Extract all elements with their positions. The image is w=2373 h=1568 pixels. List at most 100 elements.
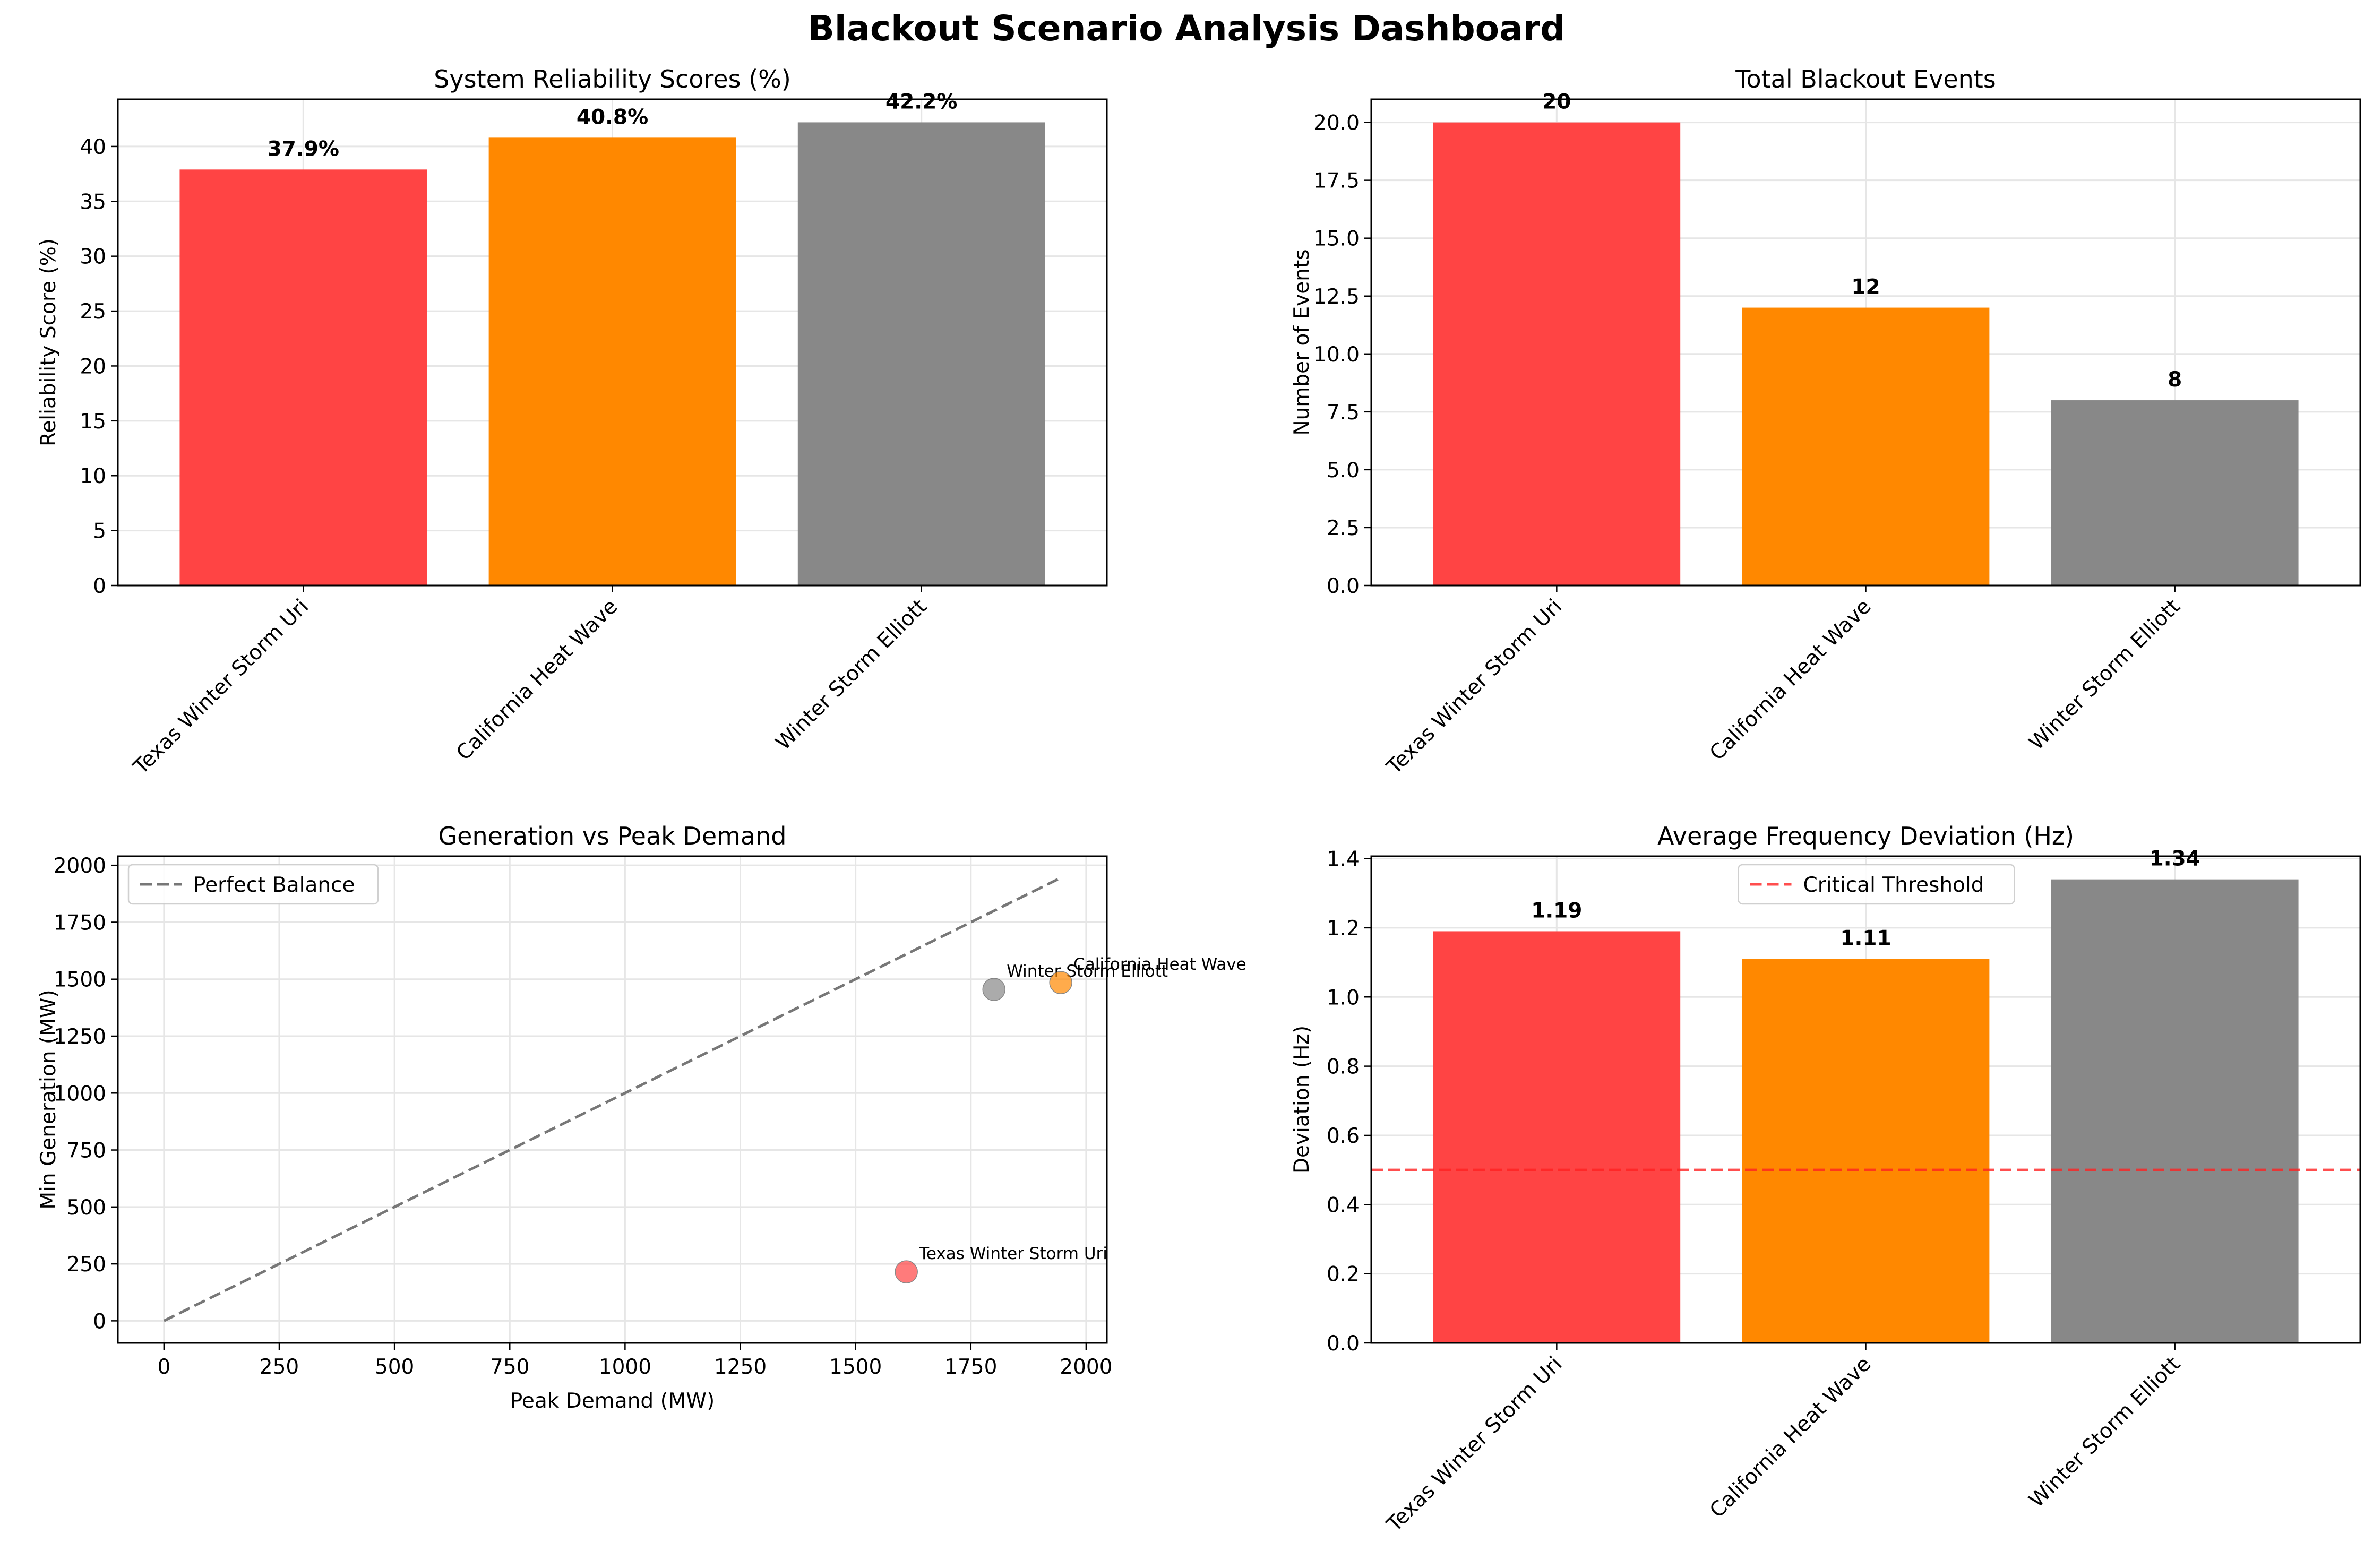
y-axis-label: Number of Events [1290,249,1314,435]
legend: Critical Threshold [1738,864,2015,905]
y-tick-label: 0.6 [1327,1124,1360,1148]
legend-label: Critical Threshold [1803,873,1984,897]
y-tick-label: 2000 [54,854,106,878]
x-tick-label: 2000 [1060,1355,1112,1379]
y-tick-label: 1.0 [1327,986,1360,1010]
plot-frame [117,98,1108,587]
y-tick-label: 750 [67,1139,106,1163]
chart-reliability: System Reliability Scores (%) Reliability… [37,65,1108,779]
bar-value-label: 1.11 [1840,927,1891,951]
y-tick-label: 2.5 [1327,516,1360,540]
bar-1 [179,169,427,585]
y-tick-label: 500 [67,1196,106,1220]
y-tick-label: 7.5 [1327,401,1360,425]
x-tick-label: 1000 [599,1355,651,1379]
point-label: Winter Storm Elliott [1007,962,1168,981]
y-tick-label: 0.2 [1327,1263,1360,1287]
bar-value-label: 40.8% [577,105,648,129]
y-tick-label: 10 [80,464,106,488]
legend-box [1738,864,2015,905]
bar-2 [1742,307,1990,585]
y-tick-label: 1750 [54,911,106,935]
y-tick-label: 1000 [54,1082,106,1106]
x-tick-label: California Heat Wave [1705,595,1876,765]
legend: Perfect Balance [127,864,379,905]
bar-value-label: 42.2% [885,90,957,114]
bar-3 [2051,879,2299,1343]
x-tick-label: 750 [490,1355,529,1379]
y-tick-label: 10.0 [1313,343,1360,367]
bar-value-label: 8 [2168,368,2182,392]
y-tick-label: 5.0 [1327,459,1360,483]
plot-frame [1370,855,2361,1344]
x-tick-label: 1250 [714,1355,767,1379]
legend-box [127,864,379,905]
x-tick-label: Texas Winter Storm Uri [1382,595,1567,779]
y-axis-label: Deviation (Hz) [1290,1026,1314,1174]
y-tick-label: 20 [80,355,106,378]
x-tick-label: 500 [375,1355,414,1379]
bar-value-label: 37.9% [268,137,339,161]
x-tick-label: Winter Storm Elliott [2025,1352,2185,1512]
y-tick-label: 1.2 [1327,917,1360,941]
y-tick-label: 15 [80,410,106,434]
y-tick-label: 35 [80,190,106,214]
y-tick-label: 20.0 [1313,111,1360,135]
charts-container: System Reliability Scores (%) Reliability… [37,65,2361,1537]
y-tick-label: 250 [67,1253,106,1277]
chart-title: Average Frequency Deviation (Hz) [1657,822,2074,850]
y-tick-label: 5 [93,520,106,544]
bar-value-label: 12 [1851,275,1880,299]
y-tick-label: 12.5 [1313,285,1360,309]
bar-value-label: 1.34 [2150,847,2200,871]
y-tick-label: 0 [93,1309,106,1333]
point-label: California Heat Wave [1073,955,1246,974]
x-tick-label: Texas Winter Storm Uri [1382,1352,1567,1537]
chart-title: Total Blackout Events [1735,65,1996,93]
y-tick-label: 1250 [54,1025,106,1049]
x-tick-label: 0 [157,1355,170,1379]
x-axis-label: Peak Demand (MW) [510,1389,715,1413]
y-axis-label: Reliability Score (%) [37,238,61,446]
bar-value-label: 20 [1542,90,1571,114]
bar-1 [1433,122,1681,586]
x-tick-label: Texas Winter Storm Uri [128,595,313,779]
chart-generation: Generation vs Peak Demand Min Generation … [37,822,1246,1413]
y-tick-label: 30 [80,245,106,269]
y-tick-label: 40 [80,135,106,159]
y-tick-label: 1.4 [1327,848,1360,872]
y-tick-label: 0.0 [1327,1332,1360,1356]
bar-2 [488,137,736,585]
bar-value-label: 1.19 [1531,899,1582,923]
y-tick-label: 0 [93,574,106,598]
x-tick-label: Winter Storm Elliott [2025,595,2185,755]
chart-frequency: Average Frequency Deviation (Hz) Deviatio… [1290,822,2361,1537]
y-tick-label: 25 [80,300,106,324]
y-tick-label: 0.4 [1327,1193,1360,1217]
bar-3 [2051,400,2299,585]
chart-title: System Reliability Scores (%) [434,65,791,93]
y-tick-label: 0.8 [1327,1055,1360,1079]
plot-frame [1370,98,2361,587]
x-tick-label: 1750 [944,1355,997,1379]
perfect-balance-line [163,876,1062,1322]
y-tick-label: 15.0 [1313,227,1360,251]
chart-title: Generation vs Peak Demand [439,822,787,850]
x-tick-label: 1500 [829,1355,882,1379]
scatter-point [1049,971,1072,994]
y-tick-label: 0.0 [1327,574,1360,598]
x-tick-label: 250 [260,1355,299,1379]
legend-label: Perfect Balance [193,873,355,897]
x-tick-label: Winter Storm Elliott [771,595,932,755]
x-tick-label: California Heat Wave [452,595,622,765]
figure-title: Blackout Scenario Analysis Dashboard [808,8,1566,49]
y-tick-label: 17.5 [1313,169,1360,193]
bar-2 [1742,959,1990,1343]
point-label: Texas Winter Storm Uri [918,1244,1107,1263]
y-tick-label: 1500 [54,968,106,992]
x-tick-label: California Heat Wave [1705,1352,1876,1522]
scatter-point [982,978,1005,1001]
chart-events: Total Blackout Events Number of Events 0.0… [1290,65,2361,779]
y-axis-label: Min Generation (MW) [37,989,61,1209]
